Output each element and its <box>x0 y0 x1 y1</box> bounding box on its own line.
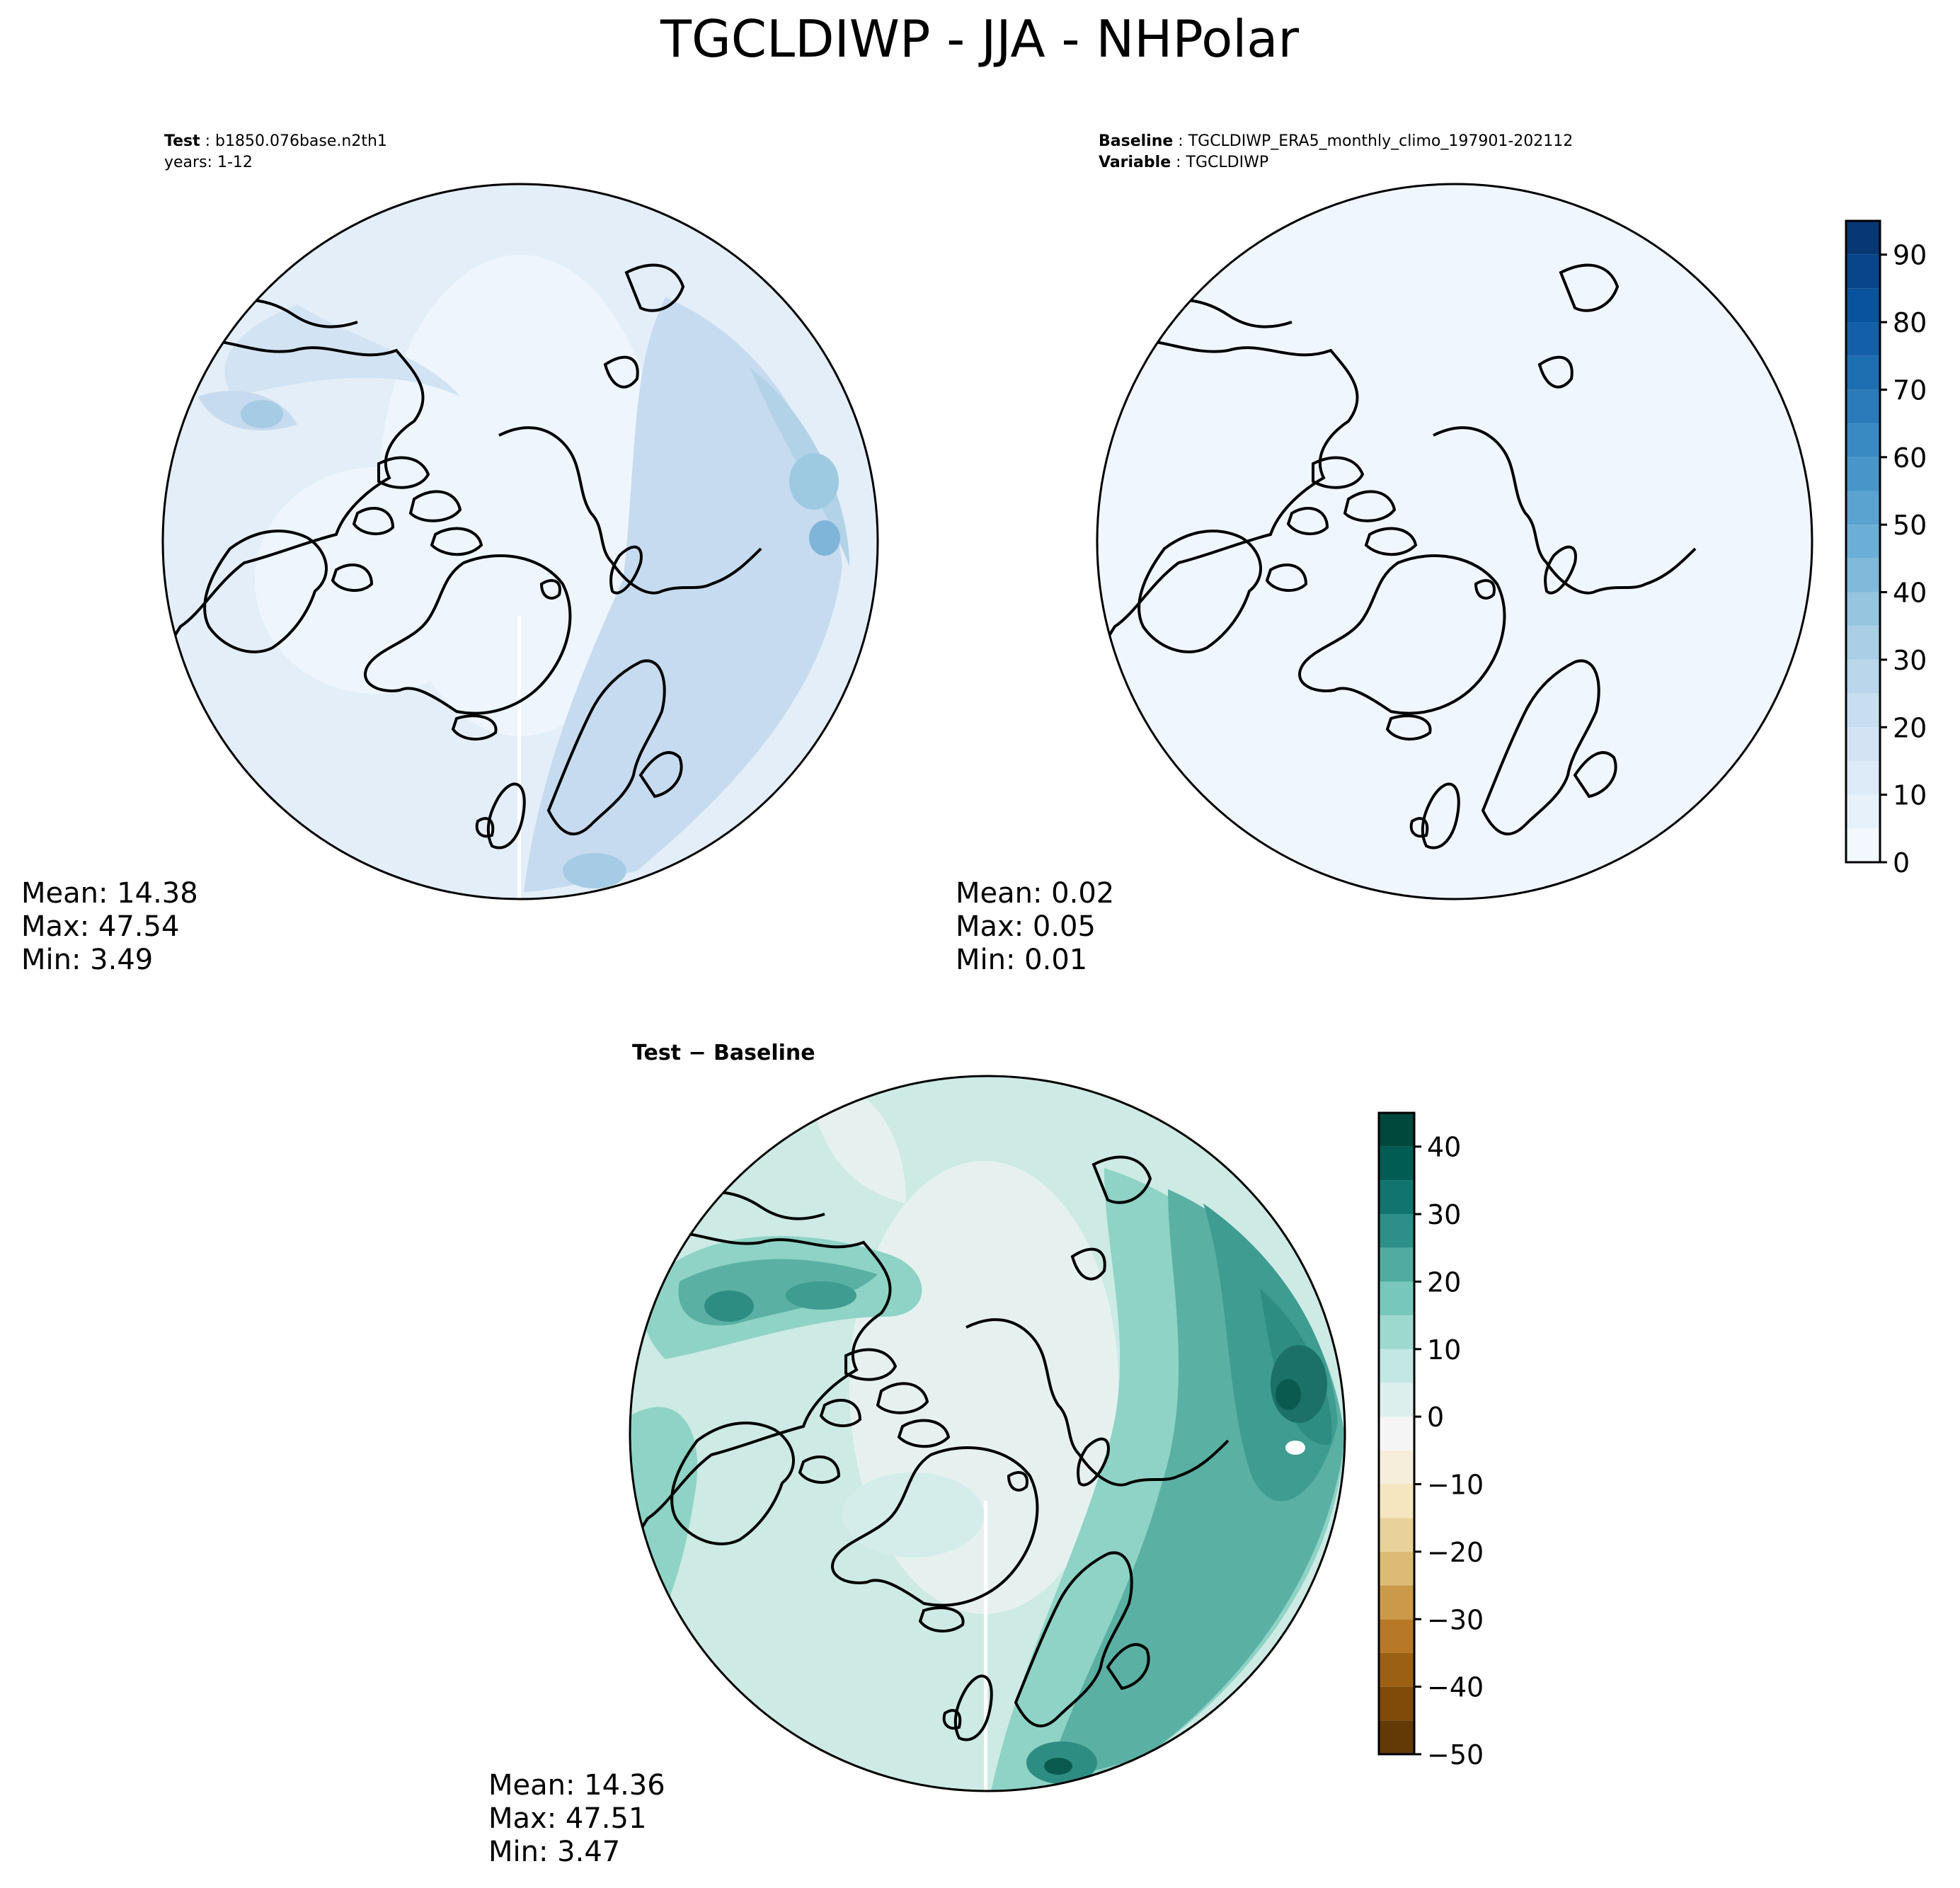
panel-test-header-value: b1850.076base.n2th1 <box>215 132 387 150</box>
colorbar-segment <box>1379 1450 1414 1484</box>
colorbar-segment <box>1846 423 1880 457</box>
panel-test-max: Max: 47.54 <box>21 910 179 943</box>
colorbar-tick-label: 20 <box>1427 1266 1461 1298</box>
panel-test-boundary <box>161 183 879 900</box>
colorbar-tick-label: 50 <box>1893 510 1927 541</box>
colorbar-segment <box>1846 288 1880 323</box>
panel-test-mean: Mean: 14.38 <box>21 877 198 910</box>
colorbar-tick-label: 80 <box>1893 307 1927 338</box>
colorbar-segment <box>1846 525 1880 559</box>
colorbar-segment <box>1379 1247 1414 1282</box>
colorbar-segment <box>1379 1652 1414 1687</box>
colorbar-segment <box>1846 760 1880 795</box>
colorbar-segment <box>1379 1281 1414 1316</box>
panel-difference: Test − Baseline <box>488 1041 1484 1868</box>
colorbar-segment <box>1379 1180 1414 1215</box>
colorbar-tick-label: −30 <box>1427 1604 1484 1635</box>
panel-test-map <box>163 184 878 899</box>
panel-baseline-map <box>1097 184 1812 899</box>
panel-baseline-variable-key: Variable <box>1099 154 1171 171</box>
panel-test-header-key: Test <box>164 132 200 150</box>
colorbar-segment <box>1846 794 1880 829</box>
colorbar-segment <box>1379 1349 1414 1383</box>
colorbar-frame <box>1845 219 1881 864</box>
colorbar-tick-label: 0 <box>1893 847 1910 879</box>
panel-difference-boundary <box>629 1075 1346 1792</box>
panel-baseline-variable-value: TGCLDIWP <box>1186 154 1269 171</box>
colorbar-tick-label: 70 <box>1893 374 1927 406</box>
panel-baseline-header-line2: Variable : TGCLDIWP <box>1099 154 1268 171</box>
colorbar-segment <box>1379 1146 1414 1181</box>
colorbar-segment <box>1379 1484 1414 1518</box>
panel-test: Test : b1850.076base.n2th1 years: 1-12 M… <box>21 132 879 976</box>
panel-baseline-header-sep: : <box>1173 132 1188 150</box>
colorbar-tick-label: 10 <box>1427 1334 1461 1366</box>
panel-baseline-variable-sep: : <box>1171 154 1186 171</box>
colorbar-tick-label: 90 <box>1893 240 1927 271</box>
panel-difference-min: Min: 3.47 <box>488 1836 620 1868</box>
colorbar-frame <box>1377 1111 1416 1756</box>
colorbar-segment <box>1379 1619 1414 1653</box>
colorbar-segment <box>1846 389 1880 424</box>
colorbar-segment <box>1846 254 1880 289</box>
colorbar-segment <box>1846 626 1880 660</box>
colorbar-segment <box>1379 1551 1414 1586</box>
panel-baseline-mean: Mean: 0.02 <box>956 877 1114 910</box>
colorbar-brbg: 40 30 20 10 0 −10 −20 −30 −40 −50 <box>1377 1111 1484 1770</box>
colorbar-segment <box>1379 1214 1414 1248</box>
panel-difference-map <box>630 1076 1345 1791</box>
colorbar-segment <box>1846 659 1880 694</box>
panel-baseline-header-value: TGCLDIWP_ERA5_monthly_climo_197901-20211… <box>1188 132 1574 150</box>
panel-baseline-header-key: Baseline <box>1099 132 1173 150</box>
colorbar-segment <box>1846 221 1880 255</box>
panel-difference-max: Max: 47.51 <box>488 1802 646 1835</box>
panel-baseline-header-line1: Baseline : TGCLDIWP_ERA5_monthly_climo_1… <box>1099 132 1573 150</box>
colorbar-segment <box>1379 1113 1414 1147</box>
colorbar-segment <box>1379 1518 1414 1552</box>
panel-difference-mean: Mean: 14.36 <box>488 1769 665 1802</box>
colorbar-segment <box>1846 355 1880 390</box>
panel-difference-title: Test − Baseline <box>632 1041 815 1065</box>
colorbar-segment <box>1846 322 1880 356</box>
panel-baseline-max: Max: 0.05 <box>956 910 1096 943</box>
colorbar-segment <box>1846 727 1880 761</box>
colorbar-segment <box>1379 1383 1414 1417</box>
colorbar-tick-label: 30 <box>1427 1199 1461 1230</box>
colorbar-segment <box>1846 491 1880 525</box>
colorbar-tick-label: 20 <box>1893 712 1927 743</box>
colorbar-segment <box>1846 558 1880 593</box>
colorbar-segment <box>1846 457 1880 491</box>
panel-test-min: Min: 3.49 <box>21 944 153 976</box>
colorbar-segment <box>1846 693 1880 728</box>
colorbar-tick-label: 60 <box>1893 442 1927 474</box>
colorbar-tick-label: 40 <box>1427 1132 1461 1163</box>
colorbar-tick-label: −40 <box>1427 1672 1484 1703</box>
panel-baseline-min: Min: 0.01 <box>956 944 1087 976</box>
colorbar-tick-label: 0 <box>1427 1402 1444 1433</box>
colorbar-segment <box>1379 1720 1414 1754</box>
colorbar-tick-label: −20 <box>1427 1537 1484 1568</box>
colorbar-segment <box>1379 1585 1414 1620</box>
colorbar-tick-label: −10 <box>1427 1470 1484 1501</box>
panel-test-header-line2: years: 1-12 <box>164 154 253 171</box>
colorbar-tick-label: 30 <box>1893 645 1927 676</box>
panel-baseline-boundary <box>1096 183 1813 900</box>
panel-test-header-sep: : <box>200 132 215 150</box>
colorbar-segment <box>1846 592 1880 627</box>
colorbar-segment <box>1379 1417 1414 1451</box>
colorbar-tick-label: −50 <box>1427 1739 1484 1770</box>
colorbar-segment <box>1379 1686 1414 1721</box>
colorbar-blues: 0 10 20 30 40 50 60 70 80 90 <box>1845 219 1927 879</box>
colorbar-segment <box>1846 828 1880 862</box>
colorbar-segment <box>1379 1315 1414 1349</box>
panel-baseline: Baseline : TGCLDIWP_ERA5_monthly_climo_1… <box>956 132 1927 976</box>
colorbar-tick-label: 40 <box>1893 578 1927 609</box>
panel-test-header-line1: Test : b1850.076base.n2th1 <box>164 132 387 150</box>
figure-title: TGCLDIWP - JJA - NHPolar <box>660 9 1299 69</box>
colorbar-tick-label: 10 <box>1893 780 1927 811</box>
